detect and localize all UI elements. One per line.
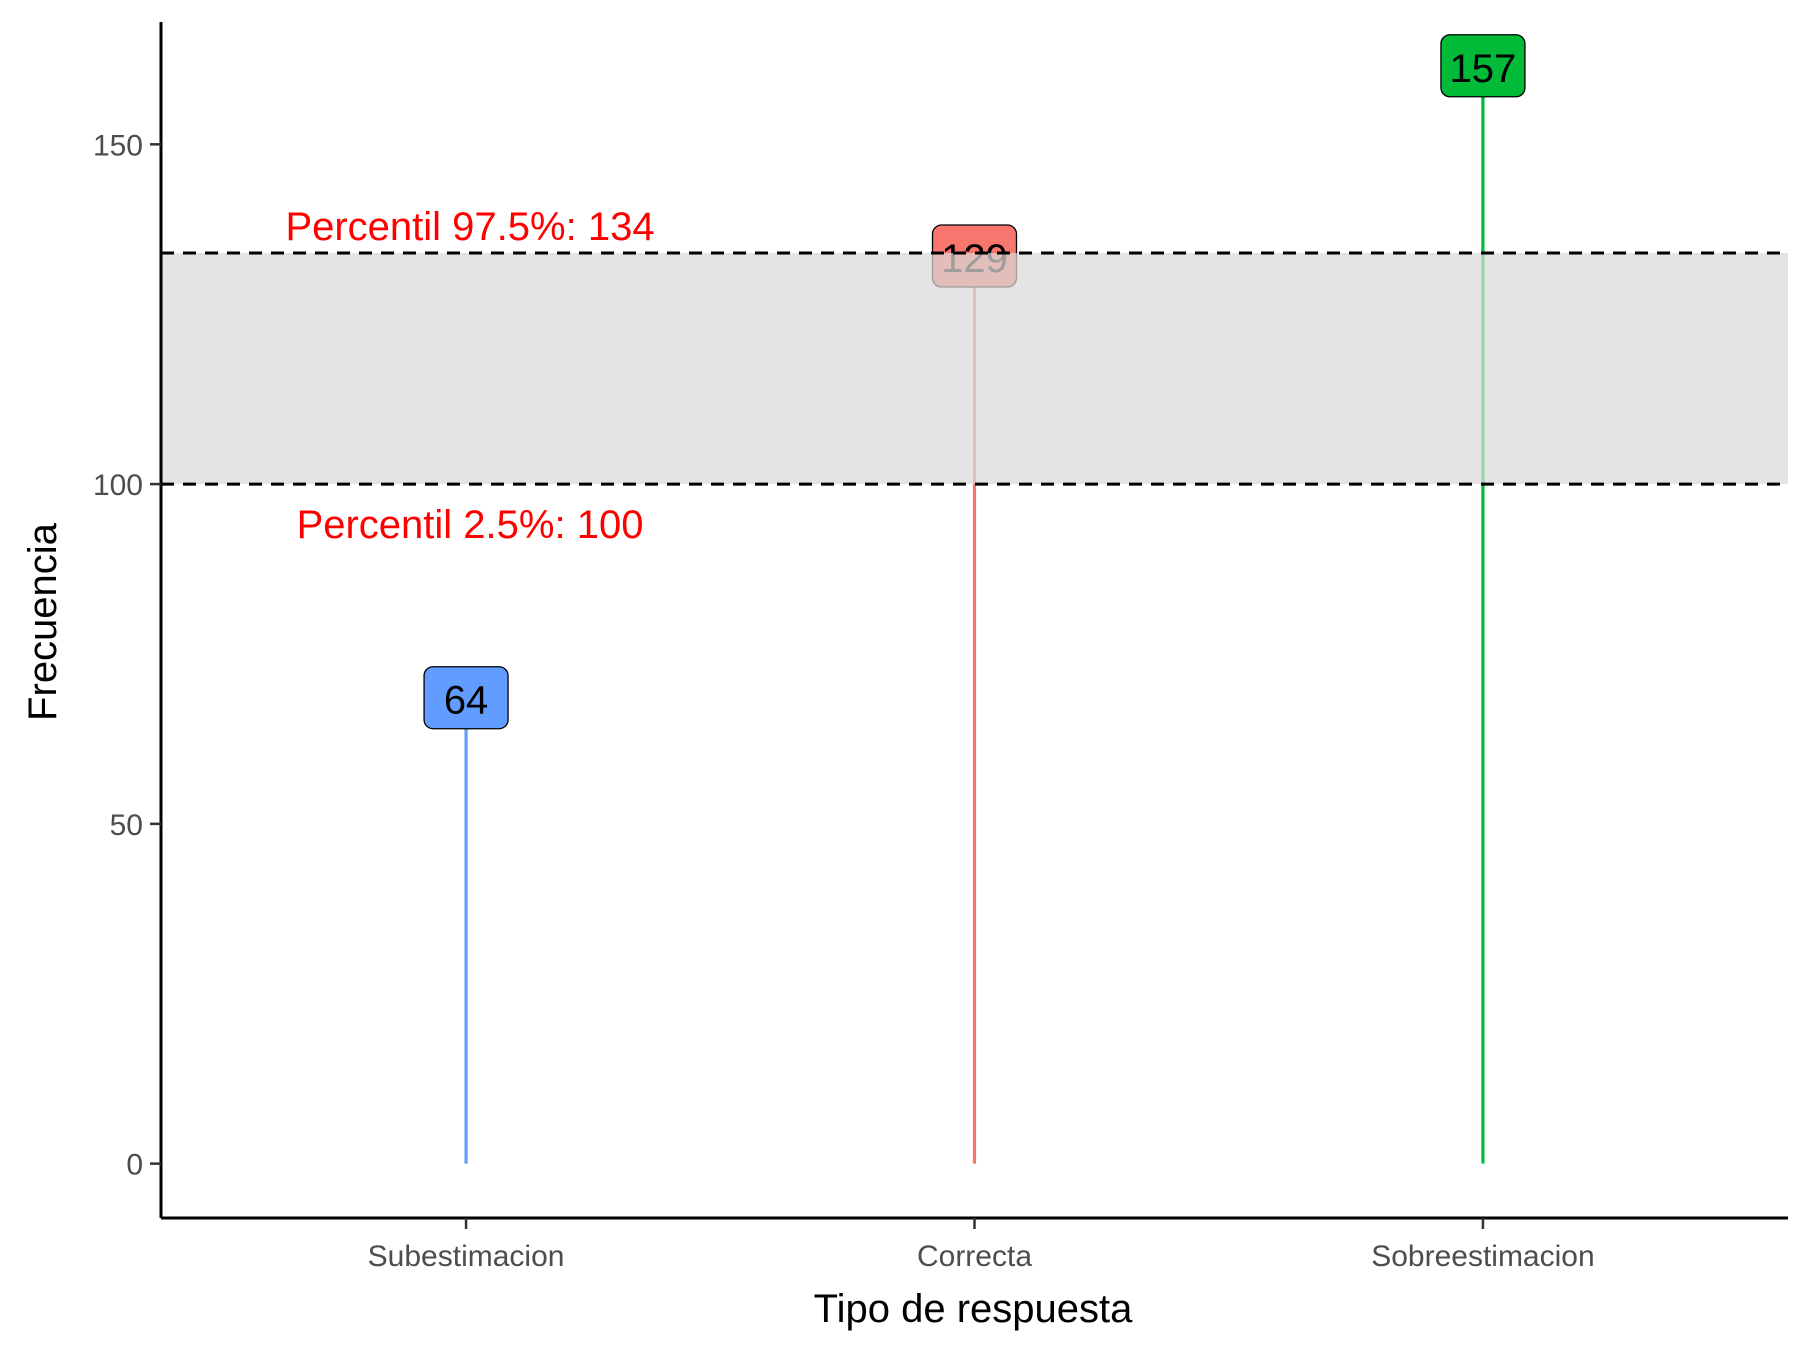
percentile-band <box>161 253 1788 485</box>
upper-percentile-annotation: Percentil 97.5%: 134 <box>285 205 654 249</box>
y-tick-label: 150 <box>93 129 143 162</box>
y-tick-label: 100 <box>93 469 143 502</box>
value-label-box <box>423 666 509 730</box>
y-axis-title: Frecuencia <box>21 522 65 721</box>
value-label-box <box>1440 34 1526 98</box>
x-tick-label: Correcta <box>917 1240 1032 1273</box>
value-label-text: 157 <box>1450 47 1517 91</box>
x-tick-label: Subestimacion <box>368 1240 565 1273</box>
value-label-sobreestimacion: 157 <box>1440 34 1526 98</box>
y-tick-label: 0 <box>126 1149 143 1182</box>
value-label-subestimacion: 64 <box>423 666 509 730</box>
lower-percentile-annotation: Percentil 2.5%: 100 <box>297 503 644 547</box>
x-tick-label: Sobreestimacion <box>1371 1240 1594 1273</box>
value-label-text: 64 <box>444 679 489 723</box>
y-tick-label: 50 <box>110 809 143 842</box>
x-axis-title: Tipo de respuesta <box>814 1287 1133 1331</box>
